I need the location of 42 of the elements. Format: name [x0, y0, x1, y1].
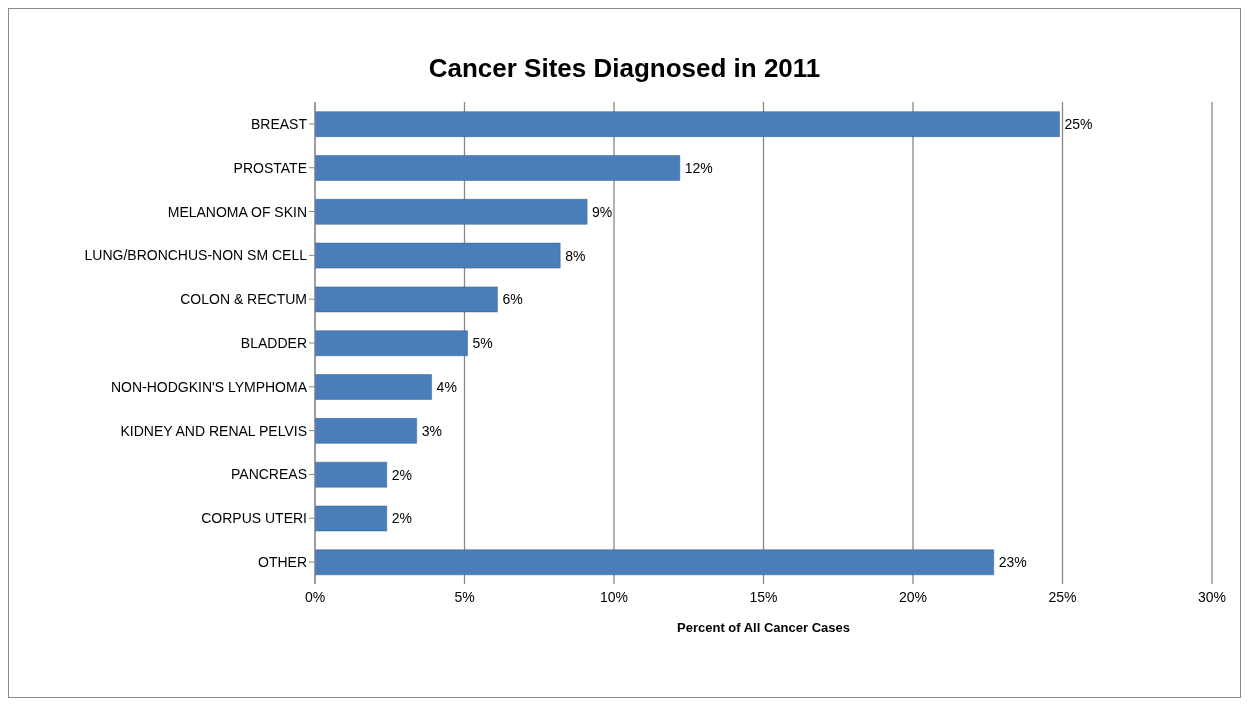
data-label: 25%: [1064, 116, 1093, 133]
y-tick-label: COLON & RECTUM: [180, 291, 307, 308]
bar: [315, 155, 681, 181]
chart-title: Cancer Sites Diagnosed in 2011: [427, 53, 822, 84]
y-tick-label: MELANOMA OF SKIN: [167, 203, 307, 220]
bar: [315, 286, 498, 313]
y-tick-label: KIDNEY AND RENAL PELVIS: [120, 422, 307, 439]
bar: [315, 330, 468, 356]
bar: [315, 461, 388, 488]
y-tick-label: BLADDER: [240, 334, 307, 351]
x-tick-label: 20%: [898, 588, 928, 605]
x-tick-label: 30%: [1197, 588, 1227, 605]
data-label: 9%: [592, 203, 613, 220]
y-tick-label: NON-HODGKIN'S LYMPHOMA: [110, 378, 308, 395]
data-label: 23%: [998, 554, 1027, 571]
bar: [315, 418, 417, 444]
data-label: 12%: [684, 159, 713, 176]
data-label: 5%: [472, 335, 493, 352]
y-tick-label: BREAST: [250, 115, 308, 132]
x-tick-label: 15%: [749, 588, 778, 605]
bar: [315, 549, 994, 576]
bar: [315, 111, 1060, 137]
y-tick-label: OTHER: [258, 554, 307, 571]
y-tick-label: CORPUS UTERI: [201, 510, 307, 527]
y-tick-label: PROSTATE: [233, 159, 307, 176]
x-tick-label: 10%: [599, 588, 629, 605]
bar: [315, 242, 561, 269]
data-label: 2%: [391, 510, 412, 527]
x-tick-label: 25%: [1048, 588, 1077, 605]
y-tick-label: PANCREAS: [231, 466, 307, 483]
data-label: 4%: [436, 379, 457, 396]
data-label: 2%: [391, 466, 412, 483]
data-label: 3%: [421, 422, 442, 439]
bar: [315, 374, 432, 400]
bar: [315, 199, 588, 225]
data-label: 8%: [565, 247, 586, 264]
data-label: 6%: [502, 291, 523, 308]
x-axis-title: Percent of All Cancer Cases: [677, 620, 850, 635]
y-tick-label: LUNG/BRONCHUS-NON SM CELL: [84, 247, 308, 264]
bar: [315, 505, 388, 532]
x-tick-label: 5%: [454, 588, 475, 605]
x-tick-label: 0%: [304, 588, 326, 605]
